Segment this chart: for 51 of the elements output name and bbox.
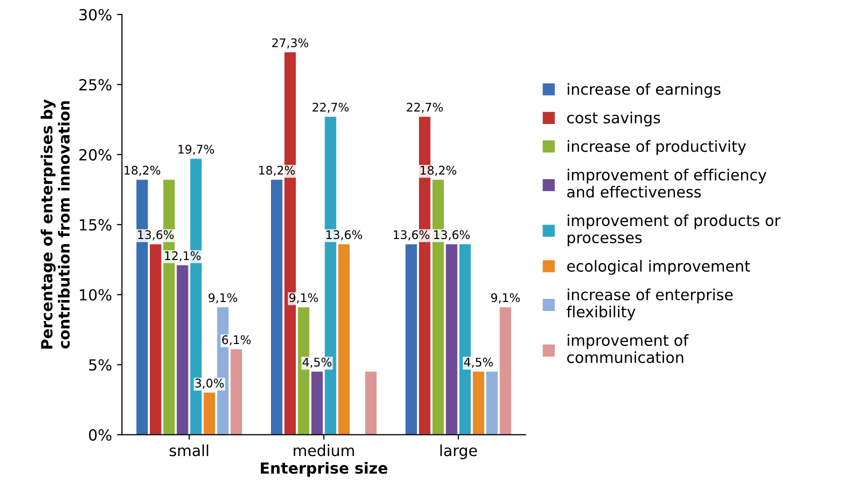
bar: [486, 372, 498, 435]
data-label: 13,6%: [326, 230, 362, 240]
legend-label: increase of enterprise flexibility: [566, 288, 733, 320]
data-label: 18,2%: [124, 166, 160, 176]
data-label: 27,3%: [272, 38, 308, 48]
data-label: 18,2%: [259, 166, 295, 176]
data-label: 18,2%: [420, 166, 456, 176]
data-label: 13,6%: [394, 230, 430, 240]
x-tick-label: large: [440, 444, 477, 460]
x-axis-title: Enterprise size: [260, 462, 388, 477]
legend-label: increase of earnings: [568, 83, 720, 98]
data-label: 19,7%: [178, 144, 214, 155]
data-label: 9,1%: [208, 293, 238, 304]
bar: [365, 372, 377, 435]
y-tick-label: 20%: [79, 149, 112, 161]
bar: [311, 372, 323, 435]
bar: [446, 244, 458, 435]
bar: [270, 180, 282, 435]
bar: [176, 265, 188, 435]
data-label: 13,6%: [434, 230, 470, 240]
data-label: 22,7%: [312, 102, 349, 113]
y-tick-label: 10%: [80, 289, 112, 301]
data-label: 4,5%: [464, 358, 493, 368]
data-label: 13,6%: [138, 230, 174, 240]
y-tick-label: 30%: [79, 8, 112, 21]
x-tick-label: small: [170, 444, 208, 456]
y-tick-label: 5%: [89, 359, 112, 371]
bar: [150, 244, 162, 435]
x-tick-label: medium: [294, 444, 354, 456]
data-label: 9,1%: [491, 293, 520, 304]
data-label: 12,1%: [165, 251, 201, 262]
legend-label: increase of productivity: [568, 140, 746, 155]
legend-label: improvement of communication: [567, 334, 689, 364]
legend-label: cost savings: [567, 112, 660, 126]
data-label: 3,0%: [195, 378, 224, 389]
legend-label: ecological improvement: [567, 260, 750, 275]
bar: [204, 392, 216, 435]
data-label: 4,5%: [302, 358, 332, 368]
bar: [406, 244, 417, 435]
y-tick-label: 15%: [80, 219, 112, 231]
bar: [338, 244, 350, 435]
data-label: 22,7%: [406, 102, 443, 113]
bar: [230, 349, 242, 435]
data-label: 9,1%: [289, 293, 318, 304]
legend-label: improvement of efficiency and effectiveness: [567, 168, 766, 198]
y-tick-label: 25%: [79, 78, 112, 91]
bar: [500, 307, 512, 435]
data-label: 6,1%: [222, 335, 251, 346]
bar: [472, 372, 484, 435]
y-axis-title: Percentage of enterprises by contribution from innovation: [40, 99, 70, 349]
y-tick-label: 0%: [88, 429, 112, 441]
